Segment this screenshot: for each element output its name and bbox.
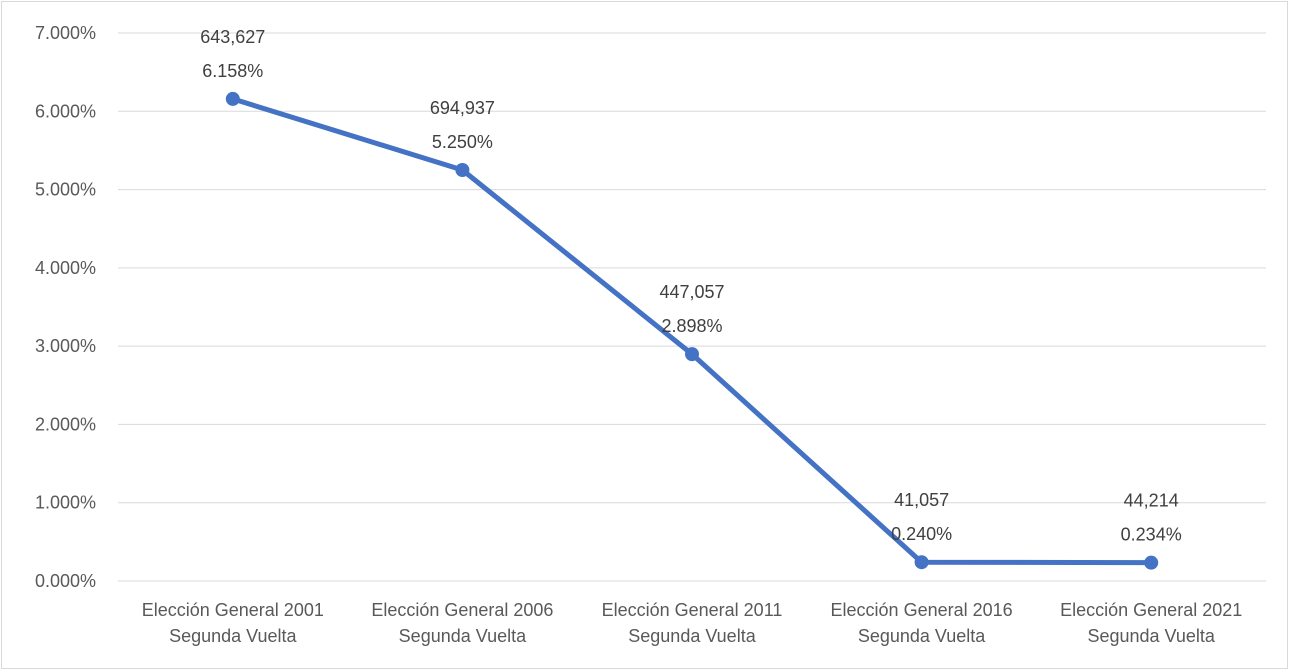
data-label-count: 447,057: [659, 282, 724, 302]
data-point: [685, 347, 699, 362]
x-tick-label-line: Elección General 2001: [142, 600, 324, 620]
y-tick-label: 6.000%: [35, 101, 96, 121]
x-tick-label: Elección General 2006 Segunda Vuelta: [371, 600, 553, 646]
data-label-count: 44,214: [1124, 491, 1179, 511]
data-label-count: 694,937: [430, 98, 495, 118]
x-tick-label-line: Segunda Vuelta: [858, 626, 986, 646]
gridlines: [118, 32, 1266, 582]
y-axis: 0.000% 1.000% 2.000% 3.000% 4.000% 5.000% 6.00…: [35, 23, 96, 591]
x-tick-label-line: Elección General 2006: [371, 600, 553, 620]
data-label-count: 643,627: [200, 27, 265, 47]
x-tick-label-line: Segunda Vuelta: [399, 626, 527, 646]
x-tick-label-line: Segunda Vuelta: [628, 626, 756, 646]
x-tick-label: Elección General 2021 Segunda Vuelta: [1060, 600, 1242, 646]
x-tick-label: Elección General 2011 Segunda Vuelta: [602, 600, 783, 646]
data-point: [455, 163, 470, 177]
x-tick-label: Elección General 2001 Segunda Vuelta: [142, 600, 324, 646]
y-tick-label: 0.000%: [35, 571, 96, 591]
y-tick-label: 3.000%: [35, 336, 96, 356]
series: [225, 91, 1159, 570]
y-tick-label: 5.000%: [35, 180, 96, 200]
x-tick-label-line: Elección General 2011: [602, 600, 783, 620]
x-tick-label-line: Segunda Vuelta: [169, 626, 297, 646]
data-point: [225, 91, 240, 106]
data-label-percent: 0.234%: [1121, 525, 1182, 545]
y-tick-label: 7.000%: [35, 23, 96, 43]
data-label-percent: 5.250%: [432, 132, 493, 152]
data-label-percent: 6.158%: [202, 61, 263, 81]
data-labels: 643,627 6.158% 694,937 5.250% 447,057 2.898% 4…: [200, 27, 1181, 545]
data-label-count: 41,057: [894, 490, 949, 510]
data-label-percent: 2.898%: [661, 316, 722, 336]
x-tick-label-line: Segunda Vuelta: [1087, 626, 1215, 646]
data-label-percent: 0.240%: [891, 524, 952, 544]
x-tick-label-line: Elección General 2021: [1060, 600, 1242, 620]
y-tick-label: 4.000%: [35, 258, 96, 278]
x-tick-label: Elección General 2016 Segunda Vuelta: [831, 600, 1013, 646]
x-axis: Elección General 2001 Segunda VueltaElecc…: [142, 600, 1243, 646]
y-tick-label: 2.000%: [35, 414, 96, 434]
y-tick-label: 1.000%: [35, 493, 96, 513]
data-point: [914, 555, 929, 570]
x-tick-label-line: Elección General 2016: [831, 600, 1013, 620]
data-point: [1144, 555, 1159, 570]
